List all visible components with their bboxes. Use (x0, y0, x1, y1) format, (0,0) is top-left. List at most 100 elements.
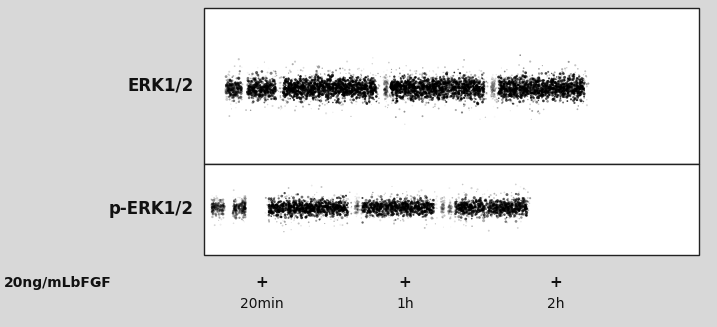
Point (275, 86, 286, 91)
Point (296, 209, 308, 214)
Point (282, 83, 294, 88)
Point (492, 204, 503, 209)
Point (293, 91, 305, 96)
Point (289, 82, 300, 87)
Point (575, 86, 587, 91)
Point (267, 88, 279, 94)
Point (227, 82, 238, 88)
Point (261, 76, 272, 81)
Point (262, 85, 274, 91)
Point (260, 91, 271, 96)
Point (485, 208, 496, 213)
Point (289, 81, 300, 86)
Point (437, 196, 449, 201)
Point (488, 92, 500, 97)
Point (404, 90, 416, 95)
Point (280, 65, 292, 70)
Point (343, 67, 355, 72)
Point (267, 77, 279, 82)
Point (324, 87, 336, 93)
Point (380, 86, 391, 92)
Point (515, 208, 526, 213)
Point (313, 86, 324, 92)
Point (406, 81, 417, 87)
Point (380, 88, 391, 93)
Point (289, 87, 300, 92)
Point (506, 80, 518, 85)
Point (473, 80, 485, 86)
Point (492, 86, 503, 91)
Point (495, 202, 506, 207)
Point (228, 206, 239, 212)
Point (437, 215, 449, 220)
Point (411, 208, 422, 213)
Point (399, 86, 410, 92)
Point (398, 76, 409, 81)
Point (269, 199, 280, 204)
Point (356, 82, 368, 88)
Point (364, 100, 376, 105)
Point (554, 87, 566, 92)
Point (488, 87, 500, 93)
Point (244, 87, 256, 92)
Point (340, 89, 351, 95)
Point (328, 206, 340, 211)
Point (445, 199, 456, 204)
Point (294, 201, 305, 206)
Point (291, 89, 303, 94)
Point (488, 202, 499, 207)
Point (506, 202, 518, 207)
Point (508, 86, 520, 91)
Point (297, 202, 308, 208)
Point (445, 78, 456, 84)
Point (364, 80, 376, 85)
Point (395, 77, 407, 83)
Point (364, 78, 376, 83)
Point (421, 78, 432, 83)
Point (270, 216, 281, 221)
Point (314, 82, 326, 87)
Point (328, 91, 340, 96)
Point (466, 206, 478, 211)
Point (299, 210, 310, 215)
Point (457, 82, 468, 88)
Point (263, 206, 275, 212)
Point (501, 87, 513, 93)
Point (416, 82, 427, 88)
Point (428, 205, 440, 210)
Point (515, 53, 526, 58)
Point (334, 95, 346, 100)
Point (578, 76, 589, 81)
Point (495, 209, 506, 214)
Point (554, 71, 566, 76)
Point (526, 73, 538, 78)
Point (478, 208, 490, 213)
Point (332, 202, 343, 208)
Point (518, 199, 529, 204)
Point (395, 76, 407, 81)
Point (389, 87, 401, 92)
Point (573, 72, 584, 77)
Point (473, 89, 484, 94)
Point (211, 207, 222, 213)
Text: 20min: 20min (240, 297, 283, 311)
Point (321, 81, 333, 87)
Point (506, 202, 518, 207)
Point (519, 82, 531, 87)
Point (556, 79, 568, 84)
Point (422, 94, 434, 99)
Point (341, 71, 352, 76)
Point (472, 187, 483, 192)
Point (429, 90, 440, 95)
Point (498, 207, 510, 212)
Point (401, 85, 412, 91)
Text: p-ERK1/2: p-ERK1/2 (108, 200, 194, 218)
Point (437, 84, 449, 89)
Point (271, 202, 282, 207)
Point (474, 89, 485, 94)
Point (422, 77, 434, 82)
Point (545, 86, 556, 92)
Point (522, 92, 533, 97)
Point (474, 77, 485, 82)
Point (280, 222, 292, 227)
